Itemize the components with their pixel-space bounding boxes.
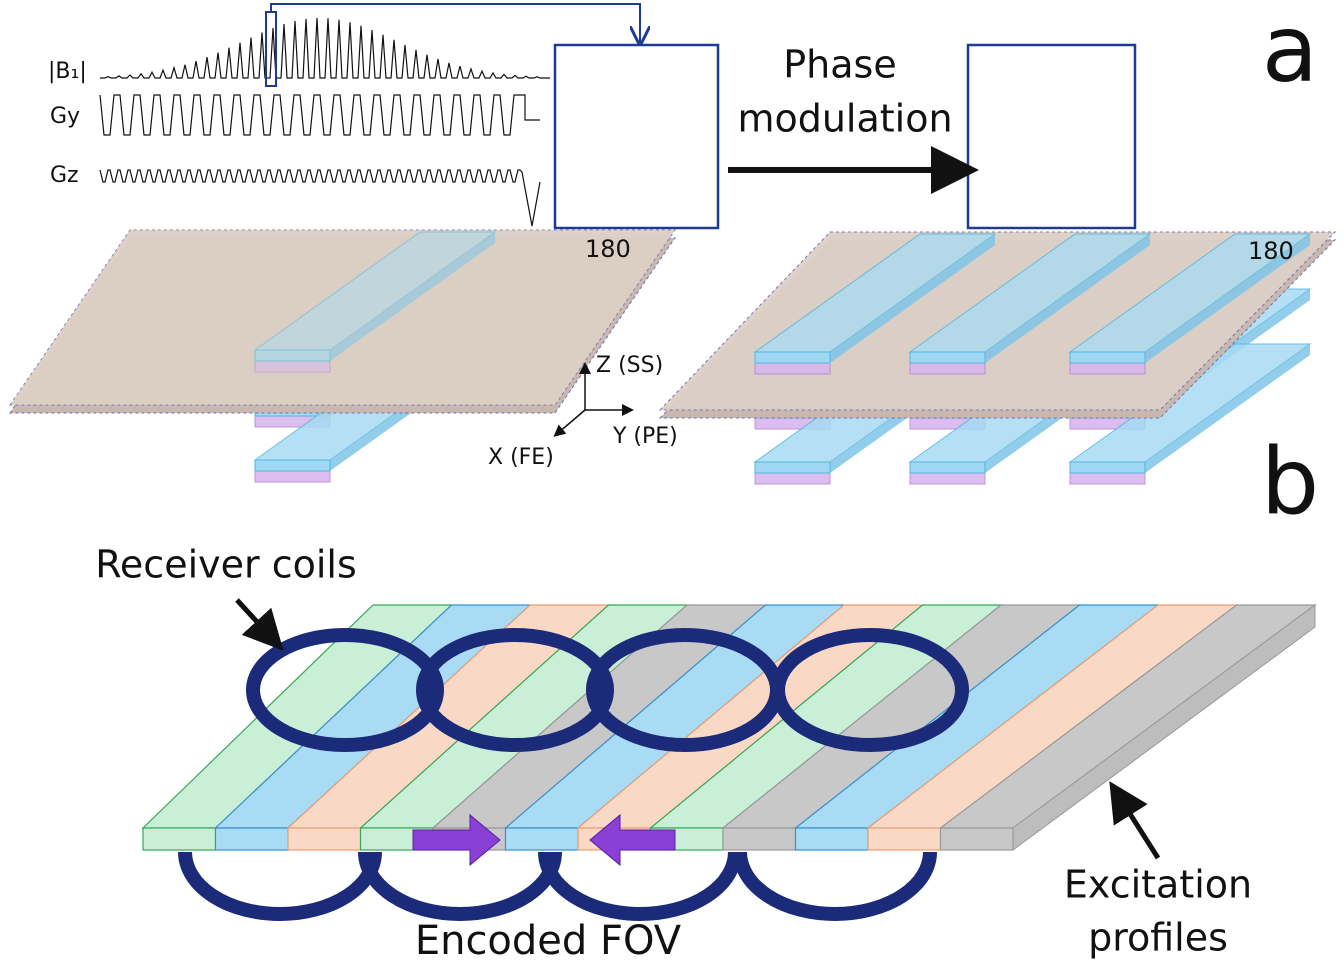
axis-label: X (FE) [488,445,554,470]
bar-base [755,473,830,484]
sequence-label: Gy [50,104,80,129]
axis-label: Y (PE) [612,424,678,449]
axis-label: Z (SS) [596,353,663,378]
stripe-front [506,828,579,850]
coil-bottom [185,852,375,914]
b1-wave [100,18,550,78]
bar-front [910,462,985,473]
bar-base [755,363,830,374]
bar-base [910,363,985,374]
gy-wave [100,95,540,135]
bar-base [910,473,985,484]
panel-label: a [1262,0,1318,102]
slice-label: 180 [1248,237,1294,265]
zoom-arrow [271,4,640,44]
profile-box [555,45,718,228]
coil-label: Receiver coils [95,543,357,587]
axis-arrow [558,410,585,433]
stripe-front [288,828,361,850]
figure: a b |B₁| Gy Gz Phase modulation 180 180 … [0,0,1344,969]
bar-base [1070,473,1145,484]
caption-line: modulation [737,97,952,141]
coil-bottom [545,852,735,914]
sequence-label: Gz [50,163,79,188]
profile-arrow [1120,798,1158,858]
slice-label: 180 [585,235,631,263]
coil-bottom [365,852,555,914]
stripe-front [941,828,1014,850]
bar-front [755,462,830,473]
stripe-front [216,828,289,850]
stripe-front [723,828,796,850]
bar-front [755,352,830,363]
profile-label: profiles [1088,916,1228,960]
sequence-label: |B₁| [48,59,87,84]
bar-base [255,471,330,482]
bar-front [1070,352,1145,363]
gz-wave [100,170,540,226]
profile-label: Excitation [1064,863,1252,907]
caption-line: Phase [783,43,896,87]
bar-front [910,352,985,363]
stripe-front [143,828,216,850]
bar-front [1070,462,1145,473]
fov-label: Encoded FOV [415,918,682,964]
bar-front [255,460,330,471]
coil-bottom [740,852,930,914]
panel-label: b [1261,428,1319,535]
stripe-front [796,828,869,850]
coil-arrow [237,600,270,636]
bar-base [1070,363,1145,374]
stripe-front [868,828,941,850]
modulated-box [968,45,1135,228]
